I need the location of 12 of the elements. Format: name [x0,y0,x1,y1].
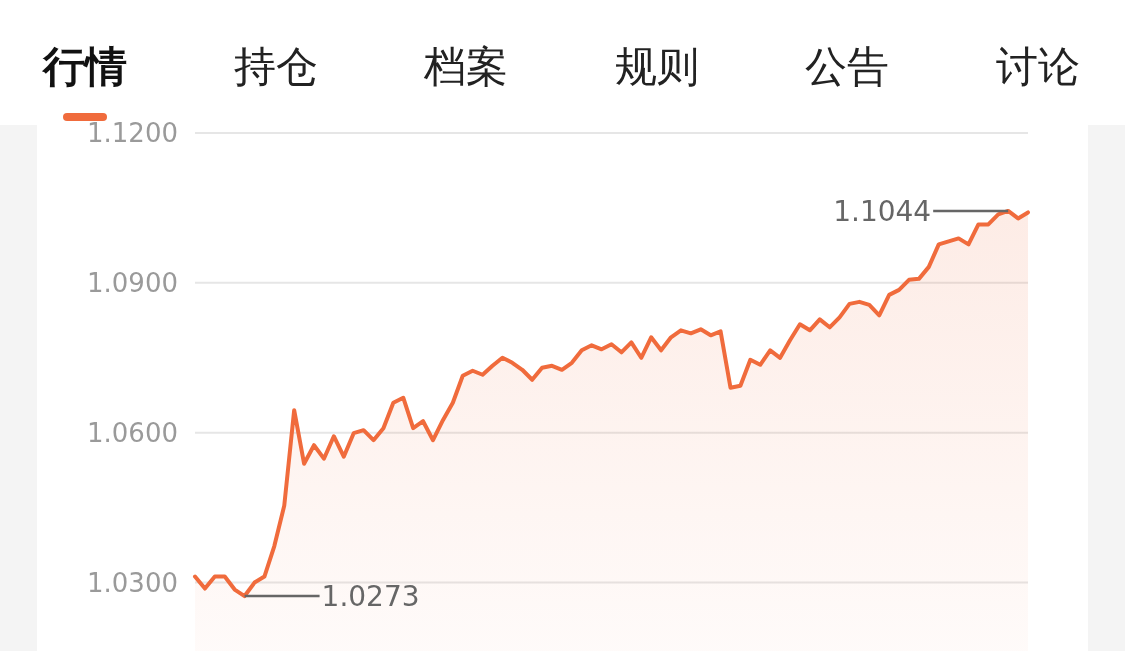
text: 档案 [423,42,509,91]
y-tick-label: 1.1200 [87,118,178,148]
text: 讨论 [996,42,1080,91]
y-tick-label: 1.0600 [87,417,178,448]
text: 规则 [614,42,699,91]
annotation: 1.0273 [321,580,420,614]
text: 持仓 [233,42,318,91]
text: 公告 [805,42,890,91]
annotation: 1.1044 [833,194,932,228]
text: 行情 [41,42,127,91]
y-tick-label: 1.0300 [87,567,178,598]
y-tick-label: 1.0900 [87,267,178,298]
